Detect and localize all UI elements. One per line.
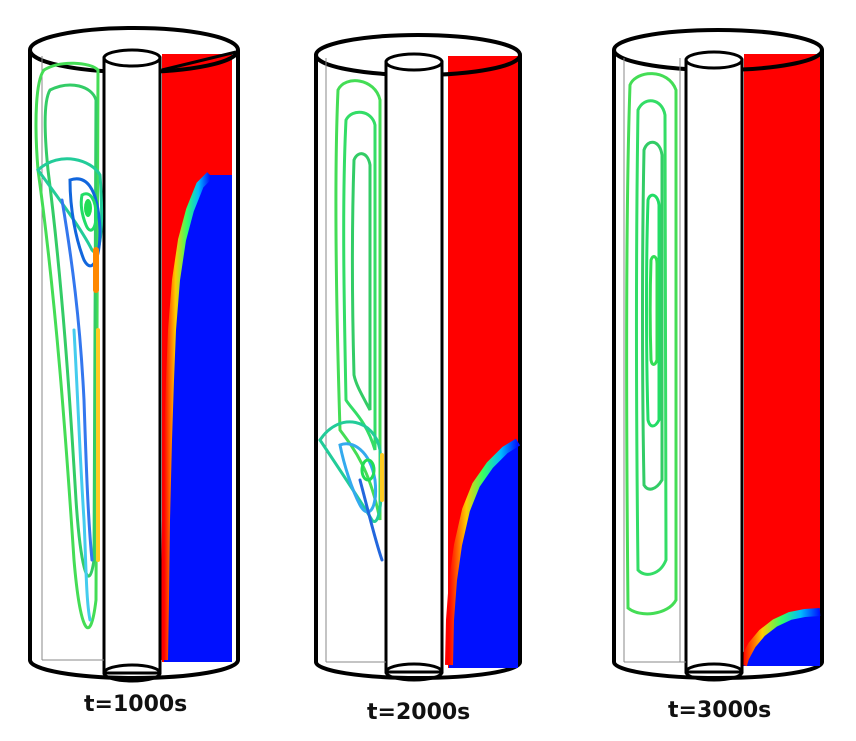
vortex-core-1 xyxy=(84,199,92,217)
guide-lines-3 xyxy=(623,58,686,663)
top-cut-1 xyxy=(161,50,237,72)
streamline-3e xyxy=(648,255,659,366)
red-region-3 xyxy=(744,54,820,666)
vortex-core-2 xyxy=(360,458,376,482)
inner-rod-2-top xyxy=(384,52,444,72)
streamline-2e xyxy=(338,442,378,514)
streamline-1e xyxy=(79,192,98,232)
inner-rod-2 xyxy=(384,60,444,674)
inner-rod-1-bottom xyxy=(102,663,162,683)
guide-lines-1 xyxy=(41,56,104,661)
inner-rod-3-bottom xyxy=(684,662,744,682)
inner-rod-3 xyxy=(684,58,744,674)
streamline-2b xyxy=(342,110,377,451)
streamline-2a xyxy=(334,79,382,521)
panel-1 xyxy=(28,26,240,683)
panel-2 xyxy=(314,33,522,682)
streamline-1b xyxy=(43,83,98,578)
streamline-3a xyxy=(625,72,678,616)
caption-3: t=3000s xyxy=(668,698,772,723)
inner-rod-2-bottom xyxy=(384,662,444,682)
panel-3 xyxy=(612,28,824,682)
streamline-1i xyxy=(72,328,92,622)
streamline-3b xyxy=(635,99,668,576)
blue-region-2 xyxy=(449,442,518,668)
streamlines-2 xyxy=(318,79,384,562)
interface-band-3 xyxy=(739,608,821,667)
blue-region-3 xyxy=(743,612,820,666)
streamline-3c xyxy=(641,140,664,491)
streamlines-3 xyxy=(625,72,678,616)
blue-region-1 xyxy=(164,175,232,662)
inner-rod-1-top xyxy=(102,48,162,68)
inner-rod-1 xyxy=(102,56,162,675)
inner-rod-3-top xyxy=(684,50,744,70)
streamlines-1 xyxy=(34,61,104,629)
caption-1: t=1000s xyxy=(84,692,188,717)
interface-band-2 xyxy=(445,438,521,666)
interface-band-1 xyxy=(160,172,213,661)
streamline-1a xyxy=(34,61,100,629)
streamline-3d xyxy=(645,193,661,428)
guide-lines-2 xyxy=(325,58,386,663)
streamline-2c xyxy=(351,152,372,411)
streamline-2g xyxy=(358,478,384,562)
caption-2: t=2000s xyxy=(367,700,471,725)
streamline-1f xyxy=(60,198,94,562)
